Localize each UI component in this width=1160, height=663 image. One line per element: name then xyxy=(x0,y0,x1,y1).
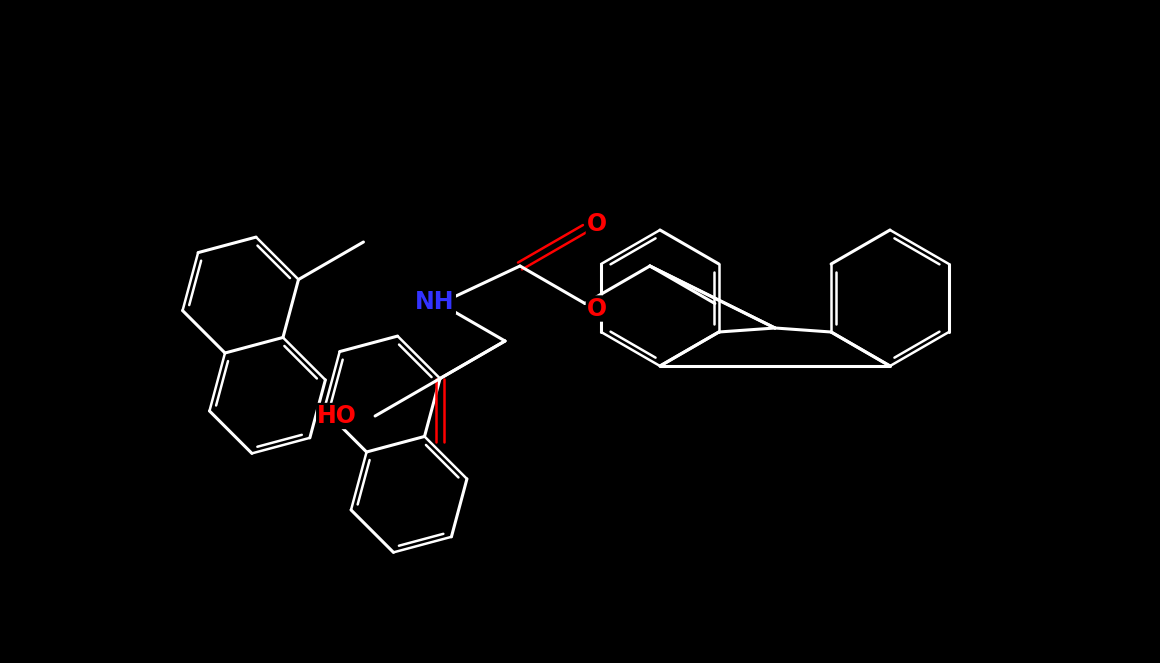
Text: HO: HO xyxy=(317,404,357,428)
Text: NH: NH xyxy=(415,290,455,314)
Text: O: O xyxy=(587,296,607,320)
Text: O: O xyxy=(587,211,607,235)
